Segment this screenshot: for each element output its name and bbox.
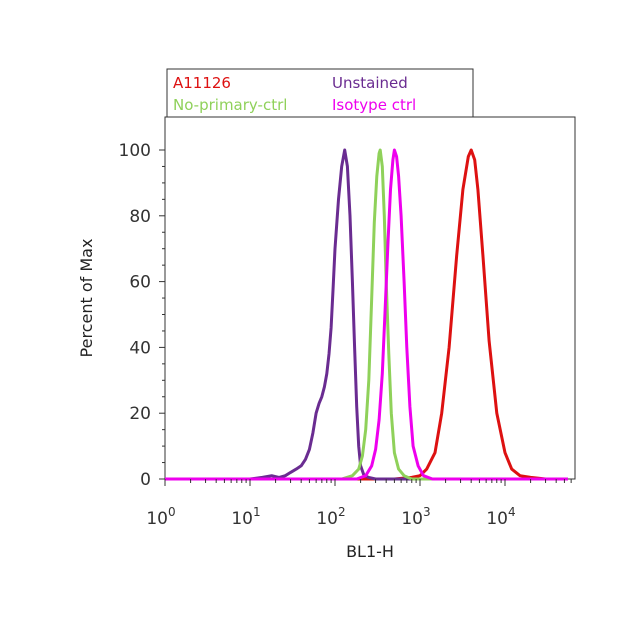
y-tick-label: 20: [129, 404, 151, 424]
x-tick-label: 102: [316, 505, 345, 529]
series-line-a11126: [165, 148, 568, 481]
series-layer: [165, 148, 568, 481]
legend-item-a11126: A11126: [173, 74, 231, 92]
legend-item-no-primary-ctrl: No-primary-ctrl: [173, 96, 287, 114]
y-tick-label: 100: [119, 141, 151, 161]
series-line-no-primary-ctrl: [165, 148, 568, 481]
x-tick-label: 103: [401, 505, 430, 529]
y-tick-label: 60: [129, 273, 151, 293]
legend-box: [166, 68, 474, 118]
x-tick-label: 100: [146, 505, 175, 529]
x-axis-ticks: 100 101 102 103 104: [146, 479, 572, 529]
y-axis-label: Percent of Max: [77, 239, 96, 358]
x-tick-label: 104: [486, 505, 515, 529]
x-tick-label: 101: [231, 505, 260, 529]
y-tick-label: 80: [129, 207, 151, 227]
legend-item-unstained: Unstained: [332, 74, 408, 92]
legend-item-isotype-ctrl: Isotype ctrl: [332, 96, 416, 114]
y-axis-ticks: 0 20 40 60 80 100: [119, 141, 165, 490]
y-tick-label: 0: [140, 470, 151, 490]
x-axis-label: BL1-H: [346, 542, 394, 561]
series-line-isotype-ctrl: [165, 148, 568, 481]
plot-frame: [164, 116, 576, 480]
y-tick-label: 40: [129, 338, 151, 358]
